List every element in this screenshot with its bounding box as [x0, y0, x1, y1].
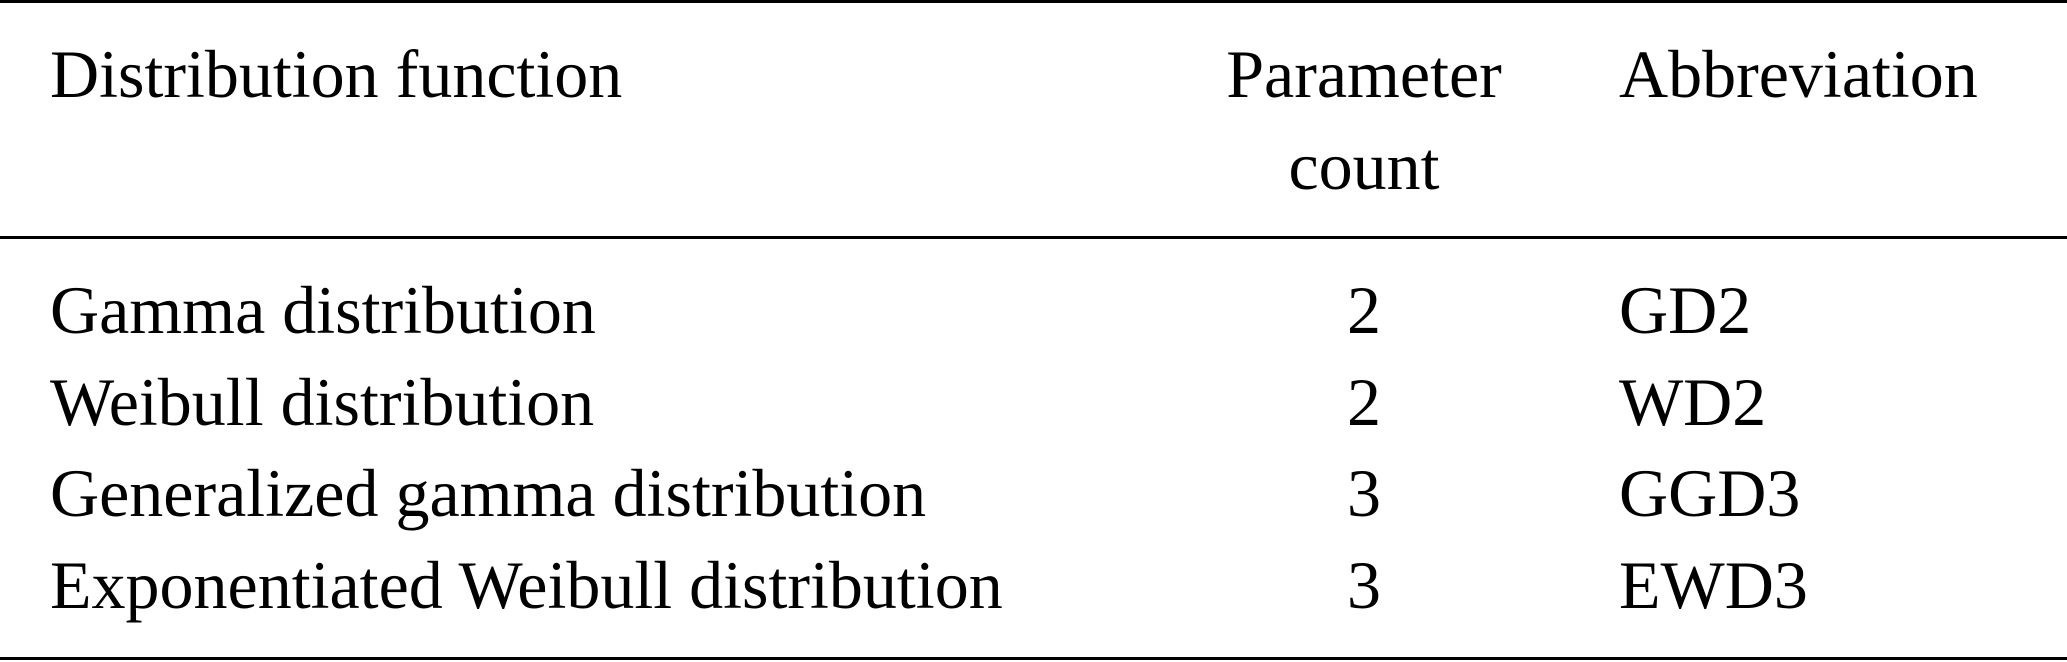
- header-parameter-count-line2: count: [1288, 128, 1440, 204]
- row-count: 3: [1347, 547, 1381, 623]
- row-abbr: WD2: [1619, 364, 1767, 440]
- row-count: 3: [1347, 455, 1381, 531]
- row-abbr: EWD3: [1619, 547, 1808, 623]
- row-name: Exponentiated Weibull distribution: [50, 547, 1003, 623]
- row-count: 2: [1347, 364, 1381, 440]
- header-parameter-count-line1: Parameter: [1226, 36, 1502, 112]
- row-name: Weibull distribution: [50, 364, 595, 440]
- header-rule: [0, 236, 2067, 239]
- row-count: 2: [1347, 272, 1381, 348]
- bottom-rule: [0, 657, 2067, 660]
- row-abbr: GD2: [1619, 272, 1752, 348]
- top-rule: [0, 0, 2067, 3]
- header-abbreviation: Abbreviation: [1619, 36, 1978, 112]
- row-abbr: GGD3: [1619, 455, 1801, 531]
- header-distribution-function: Distribution function: [50, 36, 623, 112]
- row-name: Generalized gamma distribution: [50, 455, 927, 531]
- row-name: Gamma distribution: [50, 272, 596, 348]
